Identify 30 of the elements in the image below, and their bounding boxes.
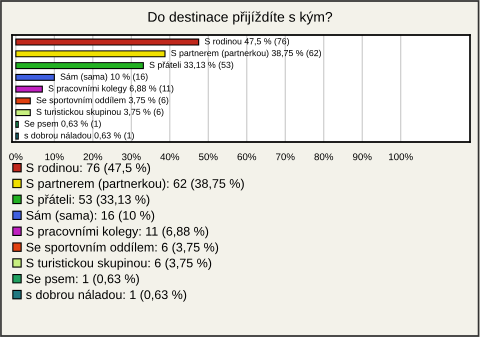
x-tick-label: 30% — [122, 153, 141, 160]
legend-label: Se psem: 1 (0,63 %) — [26, 274, 139, 286]
x-tick-label: 90% — [352, 153, 372, 160]
x-tick-label: 80% — [314, 153, 334, 160]
x-tick-label: 0% — [9, 153, 23, 160]
x-tick-label: 50% — [198, 153, 218, 160]
x-tick-label: 100% — [389, 153, 413, 160]
legend-label: Sám (sama): 16 (10 %) — [26, 210, 154, 222]
data-label: s dobrou náladou 0,63 % (1) — [24, 132, 134, 140]
x-tick-label: 20% — [84, 153, 102, 160]
x-tick-label: 40% — [160, 153, 180, 160]
data-label: S pracovními kolegy 6,88 % (11) — [48, 84, 174, 94]
legend-label: S turistickou skupinou: 6 (3,75 %) — [26, 258, 212, 270]
data-label: Se sportovním oddílem 3,75 % (6) — [36, 96, 168, 105]
x-tick-label: 60% — [238, 153, 256, 160]
x-tick-label: 10% — [45, 153, 64, 160]
data-label: S přáteli 33,13 % (53) — [150, 61, 234, 70]
legend-label: S přáteli: 53 (33,13 %) — [26, 194, 150, 206]
data-label: Se psem 0,63 % (1) — [24, 120, 101, 128]
legend-label: Se sportovním oddílem: 6 (3,75 %) — [26, 242, 218, 254]
chart-title: Do destinace přijíždíte s kým? — [148, 11, 332, 25]
legend-label: s dobrou náladou: 1 (0,63 %) — [26, 290, 186, 302]
data-label: S turistickou skupinou 3,75 % (6) — [36, 108, 164, 117]
data-label: Sám (sama) 10 % (16) — [60, 73, 148, 82]
legend-label: S pracovními kolegy: 11 (6,88 %) — [26, 226, 208, 238]
legend-label: S partnerem (partnerkou): 62 (38,75 %) — [26, 178, 244, 190]
data-label: S partnerem (partnerkou) 38,75 % (62) — [171, 50, 321, 58]
legend-label: S rodinou: 76 (47,5 %) — [26, 163, 150, 175]
data-label: S rodinou 47,5 % (76) — [204, 38, 290, 46]
x-tick-label: 70% — [276, 153, 295, 160]
